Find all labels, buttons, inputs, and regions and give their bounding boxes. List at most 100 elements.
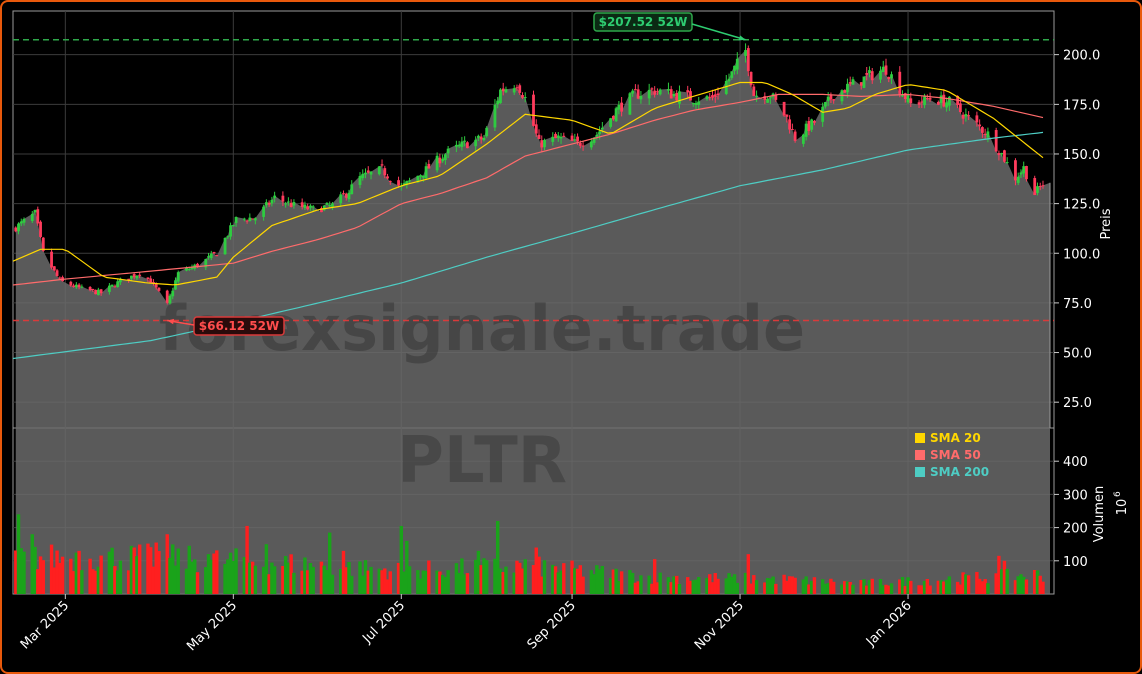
volume-bar <box>669 582 673 594</box>
candle-body <box>532 94 535 126</box>
volume-bar <box>1024 579 1029 594</box>
candle-body <box>556 135 560 138</box>
candle-body <box>898 71 902 95</box>
candle-body <box>1038 185 1042 187</box>
volume-bar <box>88 558 92 594</box>
volume-bar <box>443 576 448 594</box>
candle-body <box>99 289 103 294</box>
candle-body <box>209 253 213 259</box>
volume-bar <box>308 563 313 594</box>
candle-body <box>96 289 100 296</box>
candle-body <box>782 101 786 116</box>
volume-bar <box>176 548 180 594</box>
volume-bar <box>405 540 409 594</box>
volume-bar <box>484 560 489 594</box>
volume-bar <box>476 550 481 594</box>
candle-body <box>383 168 387 176</box>
candle-body <box>331 203 334 207</box>
legend-swatch-sma200 <box>915 467 925 477</box>
volume-bar <box>347 561 351 594</box>
candle-body <box>810 119 814 130</box>
52w-levels <box>13 39 1054 322</box>
volume-bar <box>77 550 81 594</box>
candle-body <box>793 131 797 141</box>
x-tick-label: Sep 2025 <box>525 598 579 652</box>
candle-body <box>617 104 621 110</box>
y-tick-label: 125.0 <box>1063 198 1100 213</box>
volume-bar <box>33 546 37 594</box>
sma20-line <box>12 81 1044 286</box>
candle-body <box>138 274 142 276</box>
candle-body <box>917 102 921 105</box>
volume-bar <box>74 552 79 594</box>
volume-bar <box>383 568 387 594</box>
volume-bar <box>69 558 73 594</box>
volume-bar <box>936 580 941 594</box>
volume-bar <box>686 577 690 594</box>
y-tick-label: 75.0 <box>1063 297 1092 312</box>
volume-bar <box>749 583 753 594</box>
volume-bar <box>782 574 786 594</box>
volume-bar <box>154 542 158 594</box>
volume-unit-base: 10 <box>1115 499 1130 516</box>
volume-unit-label: 10 6 <box>1113 491 1130 515</box>
candle-body <box>479 136 483 140</box>
candle-body <box>768 97 772 99</box>
volume-bar <box>231 560 236 594</box>
volume-bar <box>829 578 833 594</box>
legend-swatch-sma50 <box>915 450 925 460</box>
candle-body <box>727 78 731 82</box>
volume-axis-label: Volumen <box>1092 486 1107 543</box>
volume-bar <box>573 568 577 594</box>
y-tick-label: 200.0 <box>1063 49 1100 64</box>
volume-bar <box>126 570 131 594</box>
candle-body <box>581 145 585 147</box>
candle-body <box>620 102 624 112</box>
candle-body <box>890 74 893 79</box>
volume-bar <box>746 554 751 594</box>
candle-body <box>322 205 326 211</box>
volume-bar <box>578 565 583 594</box>
candle-body <box>611 115 615 120</box>
annotation-52w-high: $207.52 52W <box>593 12 746 41</box>
volume-bar <box>939 580 943 594</box>
candle-body <box>824 102 827 107</box>
candle-body <box>598 131 601 135</box>
candle-body <box>1019 172 1023 175</box>
volume-bar <box>801 579 806 594</box>
volume-bar <box>80 570 84 594</box>
volume-bar <box>363 560 368 594</box>
volume-bar <box>820 579 825 594</box>
candle-body <box>146 277 150 280</box>
volume-bar <box>705 577 709 594</box>
volume-bar <box>1016 576 1020 594</box>
candle-body <box>267 202 271 205</box>
candle-body <box>424 166 428 179</box>
volume-bar <box>339 569 343 594</box>
candle-body <box>537 134 541 140</box>
candle-body <box>870 71 874 81</box>
volume-bar <box>380 570 384 594</box>
volume-bar <box>377 568 381 594</box>
volume-bar <box>303 557 307 594</box>
candle-body <box>286 201 290 203</box>
candle-body <box>868 70 871 74</box>
volume-bars <box>14 514 1045 594</box>
volume-bar <box>209 559 213 594</box>
volume-bar <box>515 560 519 594</box>
candle-body <box>1041 185 1045 187</box>
candle-body <box>647 89 651 99</box>
volume-bar <box>628 570 632 594</box>
candle-body <box>851 79 855 85</box>
volume-bar <box>289 554 293 594</box>
candle-body <box>116 281 120 287</box>
volume-bar <box>909 580 913 594</box>
volume-bar <box>551 564 555 594</box>
volume-bar <box>771 576 775 594</box>
volume-bar <box>958 584 963 594</box>
volume-bar <box>226 559 230 594</box>
volume-bar <box>462 574 467 594</box>
volume-bar <box>889 583 894 594</box>
candle-body <box>77 284 81 288</box>
candle-body <box>135 275 139 279</box>
